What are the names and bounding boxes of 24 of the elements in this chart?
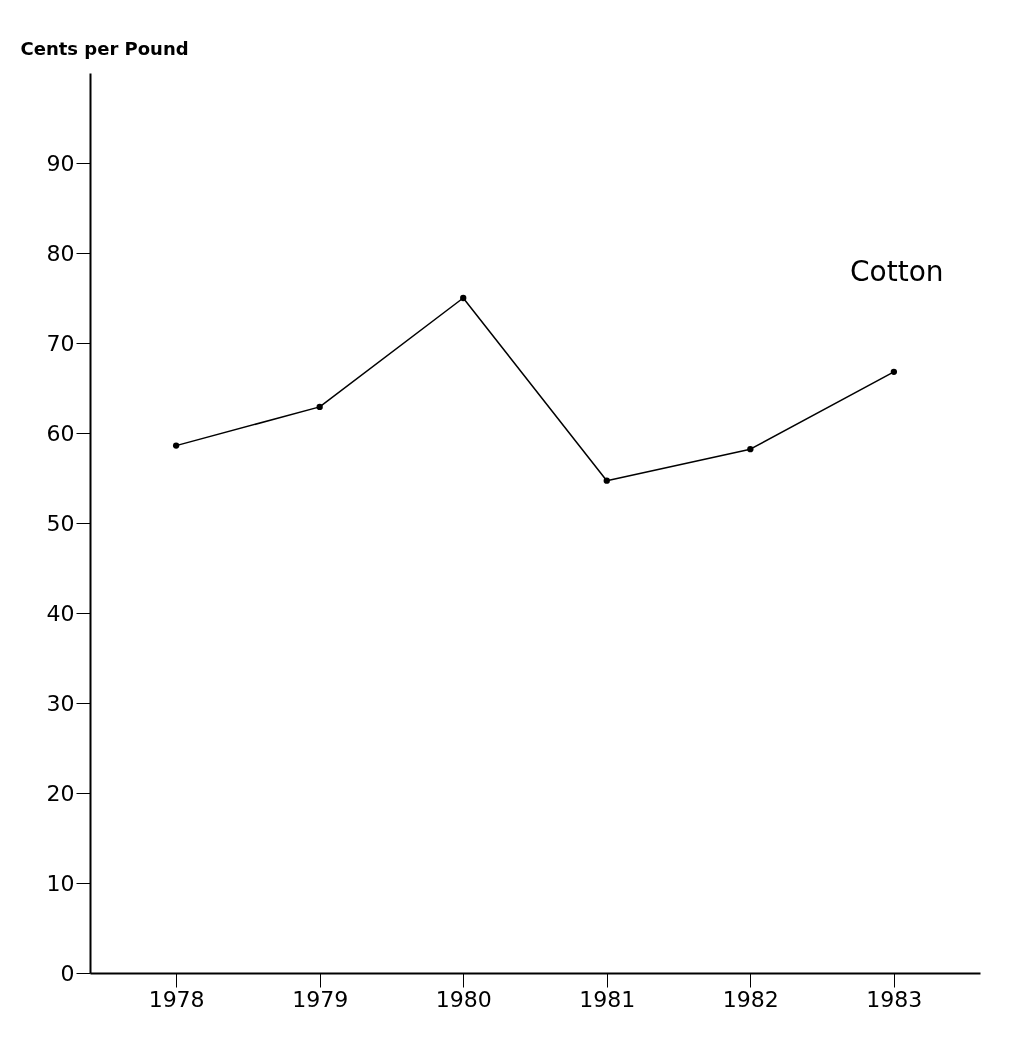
point [603, 477, 610, 484]
y-tick-label: 70 [46, 330, 75, 356]
x-tick-label: 1981 [579, 986, 636, 1012]
point [460, 294, 467, 302]
point [172, 442, 180, 449]
point [316, 403, 323, 411]
y-tick-label: 0 [60, 960, 75, 986]
y-tick-label: 80 [46, 240, 75, 266]
y-tick-label: 90 [46, 150, 75, 176]
annotation: Cotton [850, 255, 944, 288]
x-tick-label: 1982 [722, 986, 779, 1012]
x-tick-label: 1983 [866, 986, 923, 1012]
x-tick-label: 1978 [148, 986, 205, 1012]
point [747, 446, 754, 453]
y-axis-title: Cents per Pound [20, 37, 189, 59]
y-tick-label: 40 [46, 600, 75, 626]
x-tick-label: 1980 [435, 986, 492, 1012]
y-tick-label: 60 [46, 420, 75, 446]
y-tick-label: 30 [46, 690, 75, 716]
x-tick-label: 1979 [292, 986, 349, 1012]
y-tick-label: 50 [46, 510, 75, 536]
point [890, 368, 898, 375]
y-tick-label: 10 [46, 870, 75, 896]
y-tick-label: 20 [46, 780, 75, 806]
